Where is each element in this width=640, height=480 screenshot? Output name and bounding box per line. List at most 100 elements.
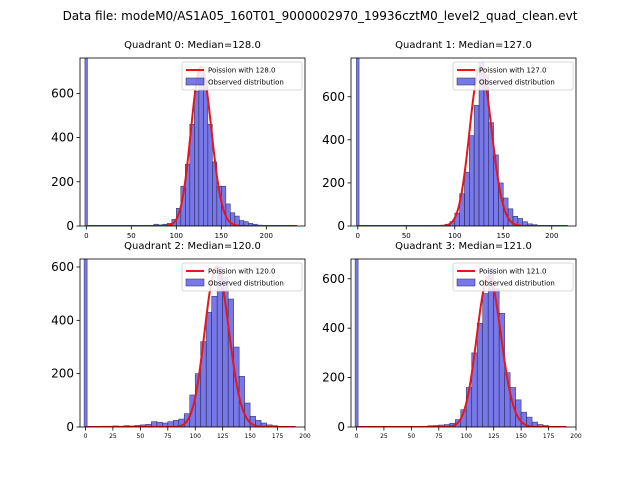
plot-area: [354, 259, 567, 427]
histogram-bar: [476, 322, 484, 427]
panel-title: Quadrant 3: Median=121.0: [395, 241, 532, 252]
histogram-bar: [194, 90, 200, 226]
histogram-bar-zero: [84, 58, 88, 226]
histogram-bar-zero: [354, 259, 359, 427]
legend-label-poisson: Poission with 127.0: [479, 67, 547, 75]
x-tick-label: 50: [127, 232, 136, 240]
y-tick-label: 0: [337, 420, 345, 434]
legend-label-poisson: Poission with 121.0: [479, 268, 547, 276]
histogram-bar: [238, 376, 245, 427]
panel-title: Quadrant 0: Median=128.0: [124, 40, 261, 51]
panel-3: Quadrant 3: Median=121.0 0 25 50 75 100 125 150…: [322, 241, 582, 440]
x-tick-label: 200: [545, 232, 558, 240]
x-tick-label: 50: [137, 433, 145, 440]
figure-title: Data file: modeM0/AS1A05_160T01_90000029…: [63, 9, 578, 23]
legend: Poission with 128.0 Observed distribution: [181, 61, 303, 91]
legend-bar-swatch: [456, 278, 476, 287]
histogram-bar: [211, 296, 218, 427]
axes-frame: [79, 258, 306, 428]
histogram-bar: [482, 293, 489, 427]
x-tick-label: 0: [84, 433, 88, 440]
panel-title: Quadrant 1: Median=127.0: [395, 40, 532, 51]
plot-area: [84, 58, 298, 226]
x-tick-label: 100: [190, 433, 202, 440]
x-tick-label: 200: [299, 433, 311, 440]
histogram-bar: [205, 312, 213, 427]
x-tick-label: 150: [497, 232, 510, 240]
y-tick-label: 600: [51, 260, 74, 274]
legend-label-poisson: Poission with 120.0: [208, 268, 276, 276]
x-tick-label: 175: [543, 433, 555, 440]
legend-box: [452, 262, 574, 292]
y-tick-label: 400: [322, 321, 345, 335]
y-tick-label: 600: [51, 86, 74, 100]
axes-frame: [79, 57, 306, 227]
legend-label-observed: Observed distribution: [479, 280, 555, 288]
x-tick-label: 200: [260, 232, 273, 240]
legend-box: [181, 262, 303, 292]
x-tick-label: 0: [355, 433, 359, 440]
x-tick-label: 50: [402, 232, 411, 240]
x-tick-label: 0: [356, 232, 360, 240]
axes-frame: [350, 258, 577, 428]
plot-area: [83, 259, 296, 427]
histogram-bar-zero: [356, 58, 360, 226]
x-tick-label: 175: [272, 433, 284, 440]
x-tick-label: 100: [448, 232, 461, 240]
panel-1: Quadrant 1: Median=127.0 0 50 100 150 200 0 200…: [322, 40, 577, 240]
x-tick-label: 75: [164, 433, 172, 440]
legend-bar-swatch: [185, 77, 205, 86]
panel-2: Quadrant 2: Median=120.0 0 25 50 75 100 125 150…: [51, 241, 311, 440]
x-tick-label: 125: [217, 433, 229, 440]
legend-label-poisson: Poission with 128.0: [208, 67, 276, 75]
panel-title: Quadrant 2: Median=120.0: [124, 241, 261, 252]
x-tick-label: 75: [435, 433, 443, 440]
x-tick-label: 150: [515, 433, 527, 440]
histogram-bar-zero: [83, 259, 88, 427]
x-tick-label: 100: [170, 232, 183, 240]
x-tick-label: 125: [488, 433, 500, 440]
legend: Poission with 127.0 Observed distribution: [452, 61, 574, 91]
histogram-bar: [198, 70, 204, 226]
y-tick-label: 0: [66, 420, 74, 434]
panel-0: Quadrant 0: Median=128.0 0 50 100 150 200 0 200…: [51, 40, 306, 240]
x-tick-label: 100: [461, 433, 473, 440]
y-tick-label: 400: [322, 133, 345, 147]
y-tick-label: 200: [51, 175, 74, 189]
x-tick-label: 25: [109, 433, 117, 440]
histogram-bar: [469, 135, 475, 226]
y-tick-label: 0: [337, 219, 345, 233]
y-tick-label: 600: [322, 90, 345, 104]
histogram-bar: [464, 171, 470, 226]
panels: Quadrant 0: Median=128.0 0 50 100 150 200 0 200…: [51, 40, 582, 440]
x-tick-label: 150: [244, 433, 256, 440]
legend-label-observed: Observed distribution: [479, 79, 555, 87]
legend-box: [452, 61, 574, 91]
y-tick-label: 0: [66, 219, 74, 233]
x-tick-label: 0: [84, 232, 88, 240]
y-tick-label: 200: [51, 367, 74, 381]
axes-frame: [350, 57, 577, 227]
legend-label-observed: Observed distribution: [208, 79, 284, 87]
y-tick-label: 200: [322, 371, 345, 385]
legend-box: [181, 61, 303, 91]
legend-bar-swatch: [185, 278, 205, 287]
histogram-bar: [473, 105, 480, 226]
poisson-curve: [86, 65, 298, 226]
legend: Poission with 120.0 Observed distribution: [181, 262, 303, 292]
histogram-bar: [203, 79, 209, 226]
x-tick-label: 25: [380, 433, 388, 440]
y-tick-label: 400: [51, 313, 74, 327]
legend-bar-swatch: [456, 77, 476, 86]
x-tick-label: 50: [408, 433, 416, 440]
y-tick-label: 200: [322, 176, 345, 190]
poisson-curve: [356, 275, 567, 427]
legend-label-observed: Observed distribution: [208, 280, 284, 288]
x-tick-label: 150: [215, 232, 228, 240]
histogram-bar: [487, 268, 494, 427]
y-tick-label: 400: [51, 131, 74, 145]
legend: Poission with 121.0 Observed distribution: [452, 262, 574, 292]
y-tick-label: 600: [322, 272, 345, 286]
x-tick-label: 200: [570, 433, 582, 440]
